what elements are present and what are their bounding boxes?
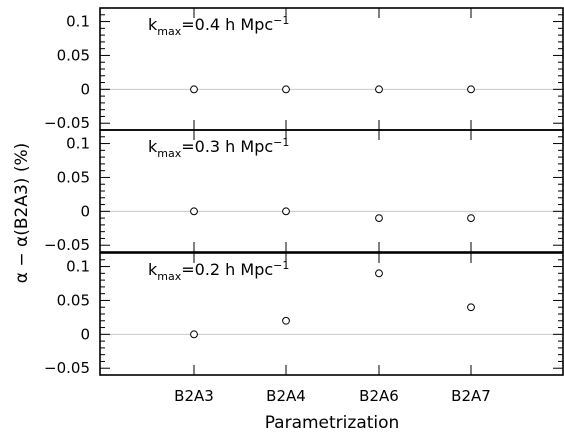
panel-1: 0.1 0.05 0 −0.05 kmax=0.4 h Mpc−1: [44, 7, 564, 132]
panel-annotation: kmax=0.4 h Mpc−1: [148, 14, 289, 38]
annotation-value: =0.4 h Mpc: [181, 15, 273, 34]
y-tick-label: 0: [80, 80, 90, 98]
annotation-value: =0.2 h Mpc: [181, 260, 273, 279]
annotation-sub: max: [157, 147, 181, 160]
panel-annotation: kmax=0.3 h Mpc−1: [148, 136, 289, 160]
y-tick-label: 0.1: [66, 13, 90, 31]
panel-annotation: kmax=0.2 h Mpc−1: [148, 259, 289, 283]
y-tick-label: 0.1: [66, 135, 90, 153]
panel-3: 0.1 0.05 0 −0.05 kmax=0.2 h Mpc−1: [44, 252, 564, 377]
annotation-sup: −1: [273, 136, 289, 149]
annotation-sub: max: [157, 270, 181, 283]
x-axis: B2A3 B2A4 B2A6 B2A7: [174, 387, 491, 405]
annotation-sub: max: [157, 25, 181, 38]
data-point: [282, 316, 290, 325]
y-tick-label: −0.05: [44, 359, 90, 377]
y-tick-label: 0: [80, 202, 90, 220]
annotation-k: k: [148, 137, 158, 156]
data-point: [190, 207, 198, 216]
x-category-label: B2A6: [359, 387, 399, 405]
data-point: [375, 214, 383, 223]
data-point: [467, 85, 475, 94]
y-axis-title: α − α(B2A3) (%): [12, 143, 32, 283]
data-point: [375, 269, 383, 278]
annotation-sup: −1: [273, 14, 289, 27]
y-tick-label: 0.05: [57, 168, 90, 186]
x-category-label: B2A4: [266, 387, 306, 405]
y-tick-label: 0.05: [57, 291, 90, 309]
data-point: [467, 214, 475, 223]
data-point: [282, 207, 290, 216]
x-category-label: B2A7: [451, 387, 491, 405]
x-category-label: B2A3: [174, 387, 214, 405]
y-tick-label: 0.05: [57, 46, 90, 64]
y-tick-label: −0.05: [44, 114, 90, 132]
data-point: [467, 303, 475, 312]
annotation-value: =0.3 h Mpc: [181, 137, 273, 156]
y-tick-label: 0.1: [66, 258, 90, 276]
x-axis-title: Parametrization: [265, 413, 400, 433]
y-tick-label: 0: [80, 325, 90, 343]
data-point: [190, 330, 198, 339]
annotation-k: k: [148, 15, 158, 34]
annotation-k: k: [148, 260, 158, 279]
data-point: [190, 85, 198, 94]
data-point: [375, 85, 383, 94]
y-tick-label: −0.05: [44, 236, 90, 254]
data-point: [282, 85, 290, 94]
annotation-sup: −1: [273, 259, 289, 272]
panel-2: 0.1 0.05 0 −0.05 kmax=0.3 h Mpc−1: [44, 129, 564, 254]
